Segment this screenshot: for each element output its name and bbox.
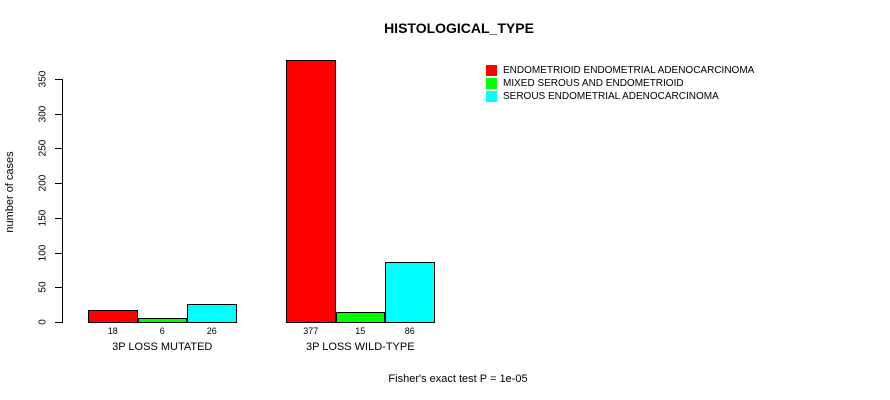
legend-item: ENDOMETRIOID ENDOMETRIAL ADENOCARCINOMA xyxy=(486,65,754,76)
bar xyxy=(137,318,187,323)
y-tick xyxy=(55,79,62,80)
legend-item: MIXED SEROUS AND ENDOMETRIOID xyxy=(486,78,684,89)
x-group-label: 3P LOSS WILD-TYPE xyxy=(305,341,415,353)
bar xyxy=(385,262,435,323)
bar xyxy=(187,304,237,323)
bar xyxy=(88,310,138,323)
y-tick-label: 50 xyxy=(37,281,49,293)
bar-value-label: 18 xyxy=(107,326,118,336)
bar-value-label: 26 xyxy=(206,326,217,336)
bar-value-label: 377 xyxy=(303,326,319,336)
y-tick-label: 100 xyxy=(37,244,49,261)
bar xyxy=(286,60,336,323)
y-tick xyxy=(55,322,62,323)
bar xyxy=(335,312,385,323)
legend-swatch xyxy=(486,78,497,89)
bar-value-label: 86 xyxy=(404,326,415,336)
y-tick xyxy=(55,287,62,289)
y-tick xyxy=(55,148,62,150)
y-tick-label: 300 xyxy=(37,105,49,123)
fisher-test-annotation: Fisher's exact test P = 1e-05 xyxy=(388,373,528,385)
chart-title: HISTOLOGICAL_TYPE xyxy=(384,20,534,36)
y-tick xyxy=(55,252,62,254)
y-tick-label: 150 xyxy=(37,209,49,227)
legend-swatch xyxy=(486,91,497,102)
y-tick xyxy=(55,217,62,219)
y-tick-label: 200 xyxy=(37,174,49,192)
y-tick xyxy=(55,183,62,185)
legend-item: SEROUS ENDOMETRIAL ADENOCARCINOMA xyxy=(486,91,719,102)
bar-value-label: 15 xyxy=(355,326,366,336)
y-tick-label: 0 xyxy=(37,319,49,325)
legend-swatch xyxy=(486,65,497,76)
y-axis-label: number of cases xyxy=(4,151,16,233)
y-tick xyxy=(55,113,62,115)
y-axis-line xyxy=(62,79,63,323)
x-group-label: 3P LOSS MUTATED xyxy=(112,341,213,353)
bar-value-label: 6 xyxy=(159,326,165,336)
y-tick-label: 350 xyxy=(37,70,49,88)
legend-label: SEROUS ENDOMETRIAL ADENOCARCINOMA xyxy=(503,91,719,102)
legend-label: ENDOMETRIOID ENDOMETRIAL ADENOCARCINOMA xyxy=(503,65,755,76)
legend-label: MIXED SEROUS AND ENDOMETRIOID xyxy=(503,78,684,89)
y-tick-label: 250 xyxy=(37,140,49,157)
